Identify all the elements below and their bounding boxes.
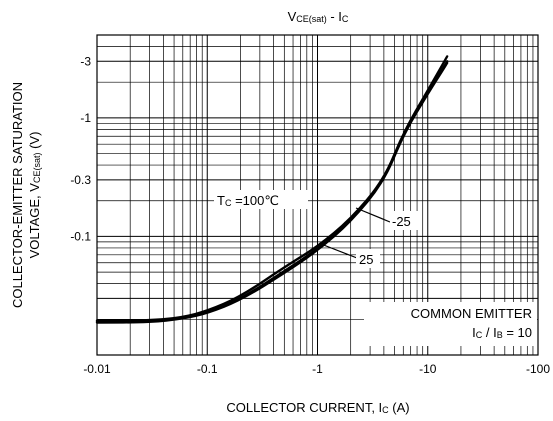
y-tick-label: -0.3 [70,173,91,187]
leader-25 [320,243,358,259]
label-m25: -25 [392,214,411,229]
y-tick-labels: -3 -1 -0.3 -0.1 [70,54,91,243]
series-layer [95,55,449,324]
plot-frame [96,34,539,356]
y-tick-label: -0.1 [70,229,91,243]
x-tick-label: -10 [419,362,437,376]
tc-label-box [214,190,308,209]
y-tick-label: -1 [80,111,91,125]
x-tick-label: -0.1 [197,362,218,376]
y-axis-label-line1: COLLECTOR-EMITTER SATURATION [10,82,25,308]
label-25: 25 [359,252,373,267]
major-grid [97,35,538,355]
y-tick-label: -3 [80,54,91,68]
x-tick-label: -1 [312,362,323,376]
chart-title: VCE(sat) - IC [288,9,349,24]
leader-m25 [355,207,391,223]
label-m25-box [390,211,420,230]
condition-box [364,302,537,346]
label-25-box [356,249,380,268]
y-axis-label-line2: VOLTAGE, VCE(sat) (V) [27,132,42,259]
series-line-3 [95,60,449,323]
tc-label: TC =100℃ [217,193,279,208]
ratio-label: IC / IB = 10 [472,325,532,340]
common-emitter-label: COMMON EMITTER [411,306,532,321]
x-tick-label: -100 [526,362,550,376]
x-axis-label: COLLECTOR CURRENT, IC (A) [226,400,409,415]
x-tick-labels: -0.01 -0.1 -1 -10 -100 [83,362,550,376]
x-tick-label: -0.01 [83,362,111,376]
